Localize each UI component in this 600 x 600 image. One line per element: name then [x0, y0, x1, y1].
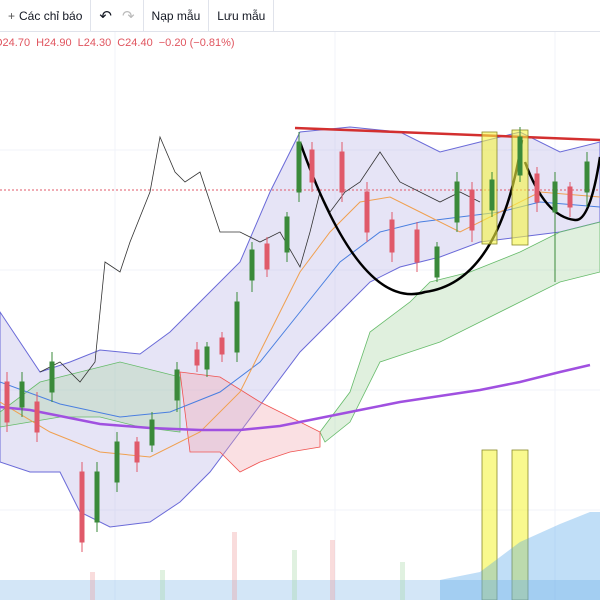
undo-redo: ↶ ↷	[91, 0, 144, 31]
highlight-boxes	[481, 129, 529, 600]
resistance-line	[294, 126, 600, 142]
ichimoku-cloud-green-left	[0, 361, 181, 433]
save-template-label: Lưu mẫu	[217, 8, 266, 23]
open-value: O24.70	[0, 37, 31, 49]
indicators-button[interactable]: + Các chỉ báo	[0, 0, 92, 31]
close-value: C24.40	[117, 37, 153, 49]
ma-purple	[0, 363, 591, 432]
high-value: H24.90	[36, 37, 72, 49]
indicators-label: Các chỉ báo	[19, 8, 83, 23]
load-template-button[interactable]: Nạp mẫu	[144, 0, 210, 31]
redo-button[interactable]: ↷	[121, 7, 135, 25]
low-value: L24.30	[77, 37, 112, 49]
change-value: −0.20 (−0.81%)	[158, 37, 235, 49]
undo-button[interactable]: ↶	[99, 7, 112, 25]
indicator-icon: +	[8, 8, 16, 23]
cup-large	[298, 139, 524, 296]
candles	[4, 127, 590, 552]
ichimoku-cloud-green	[319, 221, 600, 443]
ohlc-legend: O24.70 H24.90 L24.30 C24.40 −0.20 (−0.81…	[0, 37, 235, 49]
volume-bars	[0, 512, 600, 600]
lagging-span	[39, 135, 481, 383]
toolbar: + Các chỉ báo ↶ ↷ Nạp mẫu Lưu mẫu	[0, 0, 600, 32]
ichimoku-cloud-red	[179, 371, 321, 473]
chart	[0, 32, 600, 600]
load-template-label: Nạp mẫu	[151, 8, 201, 23]
ma-orange	[0, 191, 600, 458]
save-template-button[interactable]: Lưu mẫu	[209, 0, 275, 31]
grid	[0, 32, 600, 600]
